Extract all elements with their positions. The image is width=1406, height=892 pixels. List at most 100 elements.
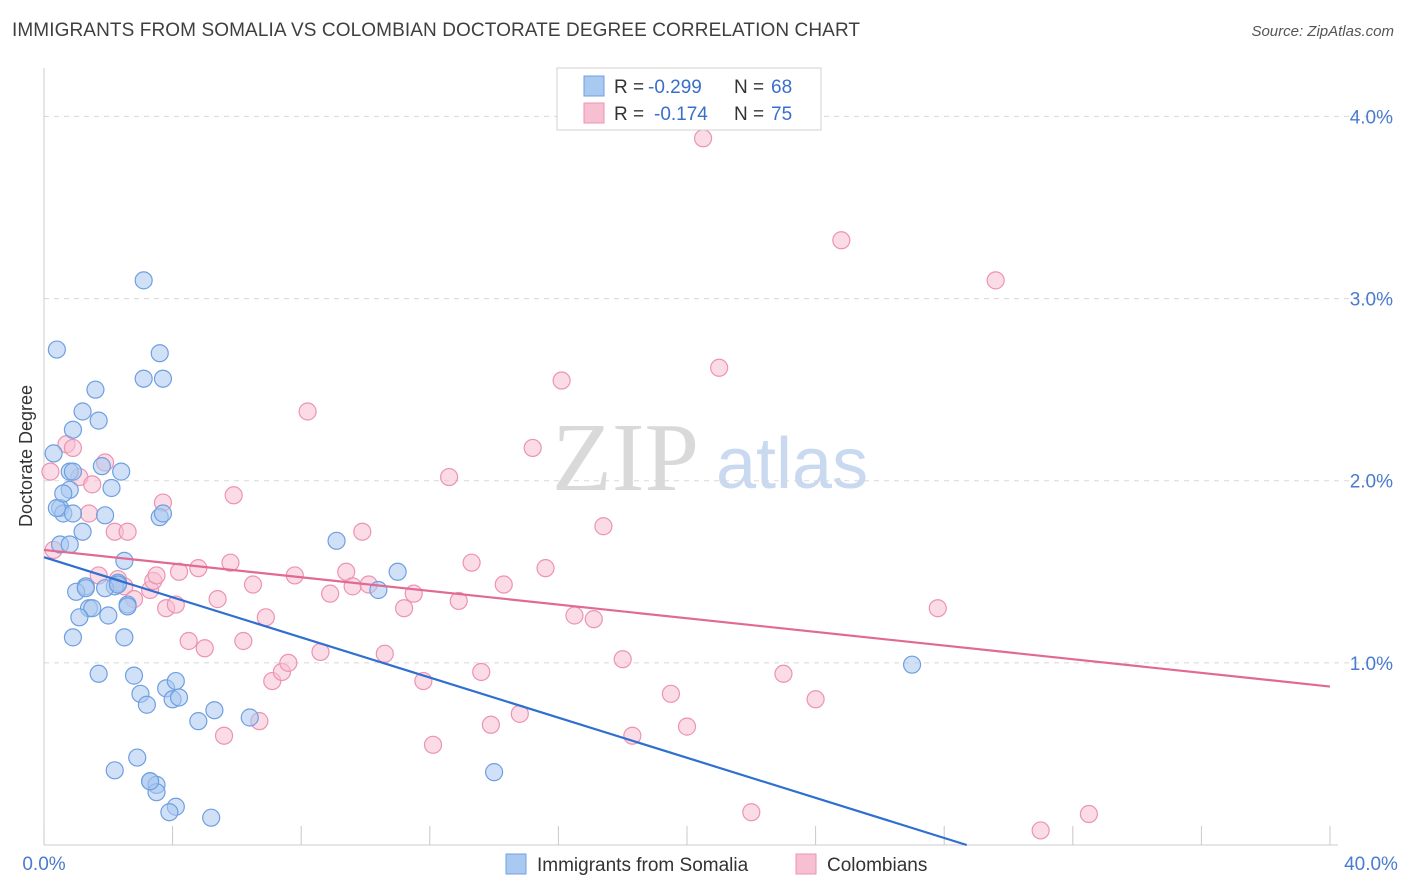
axes <box>43 68 1338 846</box>
colombians-point-34 <box>279 653 298 672</box>
legend-top-swatch-blue <box>583 75 605 97</box>
somalia-point-25 <box>150 344 169 363</box>
legend-r-label-blue: R = <box>614 77 644 98</box>
somalia-point-43 <box>166 671 185 691</box>
colombians-point-36 <box>298 402 317 421</box>
legend-bottom: Immigrants from Somalia Colombians <box>505 853 927 876</box>
colombians-point-38 <box>321 584 340 603</box>
somalia-point-60 <box>485 763 504 782</box>
legend-bottom-swatch-pink <box>795 853 817 875</box>
colombians-point-47 <box>423 735 443 754</box>
colombians-point-48 <box>439 467 459 487</box>
colombians-point-6 <box>83 475 102 494</box>
y-tick-label-1: 2.0% <box>1350 472 1393 493</box>
colombians-point-61 <box>613 650 632 669</box>
colombians-point-59 <box>584 610 603 629</box>
somalia-point-61 <box>902 655 922 674</box>
somalia-point-14 <box>86 380 105 399</box>
colombians-point-60 <box>594 517 613 536</box>
colombians-point-66 <box>710 358 729 377</box>
colombians-point-56 <box>536 559 555 578</box>
somalia-point-27 <box>153 369 173 388</box>
trendlines <box>43 548 1331 847</box>
legend-bottom-label-pink: Colombians <box>827 855 927 876</box>
colombians-point-72 <box>986 271 1005 290</box>
colombians-point-64 <box>677 717 697 736</box>
somalia-point-10 <box>63 504 83 523</box>
somalia-point-11 <box>73 402 92 421</box>
colombians-point-3 <box>63 438 83 458</box>
colombians-point-25 <box>214 726 234 745</box>
somalia-point-45 <box>169 688 189 707</box>
colombians-point-63 <box>661 684 681 703</box>
colombians-trendline <box>43 548 1331 688</box>
somalia-point-55 <box>160 803 179 822</box>
somalia-point-65 <box>63 462 83 481</box>
colombians-point-22 <box>189 559 208 578</box>
colombians-point-31 <box>256 608 275 627</box>
somalia-point-37 <box>63 628 83 647</box>
y-tick-labels: 1.0% 2.0% 3.0% 4.0% <box>1350 107 1393 674</box>
somalia-point-18 <box>95 506 115 525</box>
somalia-point-62 <box>108 575 128 594</box>
colombians-point-24 <box>208 590 227 609</box>
somalia-point-56 <box>202 808 221 827</box>
colombians-point-73 <box>1031 821 1050 840</box>
somalia-point-67 <box>54 484 73 503</box>
legend-r-value-pink: -0.174 <box>654 104 708 125</box>
colombians-point-16 <box>147 566 166 585</box>
source-label: Source: ZipAtlas.com <box>1251 23 1394 40</box>
somalia-point-36 <box>115 628 134 647</box>
colombians-point-21 <box>179 631 198 651</box>
legend-n-label-blue: N = <box>734 77 764 98</box>
series-somalia-points <box>44 271 922 827</box>
somalia-point-39 <box>124 666 144 685</box>
colombians-point-49 <box>449 591 468 611</box>
colombians-point-68 <box>774 664 793 683</box>
x-tick-label-min: 0.0% <box>22 854 65 875</box>
colombians-point-71 <box>832 231 851 250</box>
legend-r-label-pink: R = <box>614 104 644 125</box>
somalia-point-7 <box>60 535 79 554</box>
somalia-point-64 <box>140 772 160 791</box>
legend-r-value-blue: -0.299 <box>648 77 702 98</box>
somalia-point-59 <box>388 562 407 581</box>
somalia-point-5 <box>47 340 66 359</box>
colombians-point-26 <box>221 553 240 572</box>
colombians-point-53 <box>494 575 513 594</box>
colombians-point-5 <box>79 504 99 523</box>
somalia-point-0 <box>44 444 63 463</box>
legend-n-value-pink: 75 <box>771 104 792 125</box>
somalia-point-12 <box>73 522 92 541</box>
somalia-point-32 <box>83 599 102 618</box>
colombians-point-67 <box>742 803 761 822</box>
somalia-point-38 <box>89 664 108 683</box>
colombians-point-28 <box>234 631 253 651</box>
somalia-point-19 <box>112 462 131 481</box>
watermark-atlas: atlas <box>716 424 868 504</box>
somalia-point-41 <box>137 695 156 714</box>
colombians-point-52 <box>481 715 500 734</box>
x-ticks <box>43 826 1331 845</box>
legend-top-swatch-pink <box>583 102 605 124</box>
somalia-point-26 <box>134 369 153 388</box>
colombians-point-74 <box>1079 804 1098 824</box>
somalia-point-34 <box>99 606 118 625</box>
somalia-point-8 <box>63 420 83 439</box>
legend-top: R = -0.299 N = 68 R = -0.174 N = 75 <box>556 67 822 131</box>
colombians-point-29 <box>243 575 263 594</box>
y-tick-label-3: 4.0% <box>1350 107 1393 128</box>
somalia-point-33 <box>70 608 89 627</box>
y-tick-label-2: 3.0% <box>1350 290 1393 311</box>
somalia-point-47 <box>189 712 208 731</box>
somalia-trendline <box>43 556 968 847</box>
x-tick-label-max: 40.0% <box>1344 854 1398 875</box>
legend-bottom-swatch-blue <box>505 853 527 875</box>
colombians-point-57 <box>552 371 571 390</box>
watermark-zip: ZIP <box>552 404 699 512</box>
somalia-point-57 <box>327 531 346 550</box>
colombians-point-58 <box>565 606 584 625</box>
legend-n-value-blue: 68 <box>771 77 792 98</box>
somalia-point-66 <box>118 597 137 616</box>
colombians-point-12 <box>118 522 137 541</box>
